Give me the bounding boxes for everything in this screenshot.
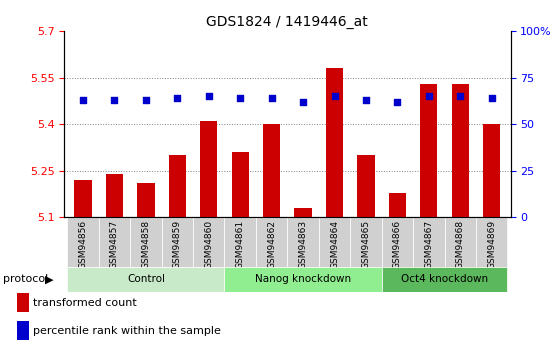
Text: GSM94860: GSM94860 [204,220,213,269]
Bar [68,267,224,292]
Point [487,95,496,101]
Text: GSM94862: GSM94862 [267,220,276,269]
Text: GSM94868: GSM94868 [456,220,465,269]
Text: GSM94869: GSM94869 [487,220,496,269]
Bar [99,217,130,267]
Point [267,95,276,101]
Point [173,95,182,101]
Bar [137,183,155,217]
Point [425,93,434,99]
Point [393,99,402,105]
Bar [224,217,256,267]
Text: GSM94856: GSM94856 [79,220,88,269]
Text: GSM94866: GSM94866 [393,220,402,269]
Bar [169,155,186,217]
Bar [106,174,123,217]
Text: protocol: protocol [3,275,48,284]
Text: GSM94857: GSM94857 [110,220,119,269]
Bar [130,217,162,267]
Bar [382,217,413,267]
Point [456,93,465,99]
Point [110,97,119,103]
Point [204,93,213,99]
Bar [232,152,249,217]
Bar [74,180,92,217]
Bar [413,217,445,267]
Text: GSM94864: GSM94864 [330,220,339,269]
Text: GSM94863: GSM94863 [299,220,307,269]
Bar [319,217,350,267]
Bar [162,217,193,267]
Title: GDS1824 / 1419446_at: GDS1824 / 1419446_at [206,14,368,29]
Bar [420,84,437,217]
Bar [295,208,312,217]
Bar [476,217,507,267]
Text: GSM94865: GSM94865 [362,220,371,269]
Bar [256,217,287,267]
Bar [287,217,319,267]
Bar [389,193,406,217]
Bar [224,267,382,292]
Bar [326,68,343,217]
Point [235,95,244,101]
Bar [382,267,507,292]
Point [330,93,339,99]
Bar [357,155,374,217]
Point [141,97,150,103]
Bar [200,121,218,217]
Point [362,97,371,103]
Bar [68,217,99,267]
Text: percentile rank within the sample: percentile rank within the sample [33,326,222,335]
Text: GSM94858: GSM94858 [141,220,151,269]
Text: Control: Control [127,275,165,284]
Bar [263,124,280,217]
Text: GSM94861: GSM94861 [235,220,245,269]
Bar [350,217,382,267]
Point [79,97,88,103]
Point [299,99,307,105]
Bar [451,84,469,217]
Text: Oct4 knockdown: Oct4 knockdown [401,275,488,284]
Bar [483,124,501,217]
Bar [193,217,224,267]
Text: transformed count: transformed count [33,298,137,308]
Bar [445,217,476,267]
Text: GSM94859: GSM94859 [173,220,182,269]
Text: GSM94867: GSM94867 [424,220,434,269]
Text: ▶: ▶ [45,275,53,284]
Text: Nanog knockdown: Nanog knockdown [255,275,351,284]
